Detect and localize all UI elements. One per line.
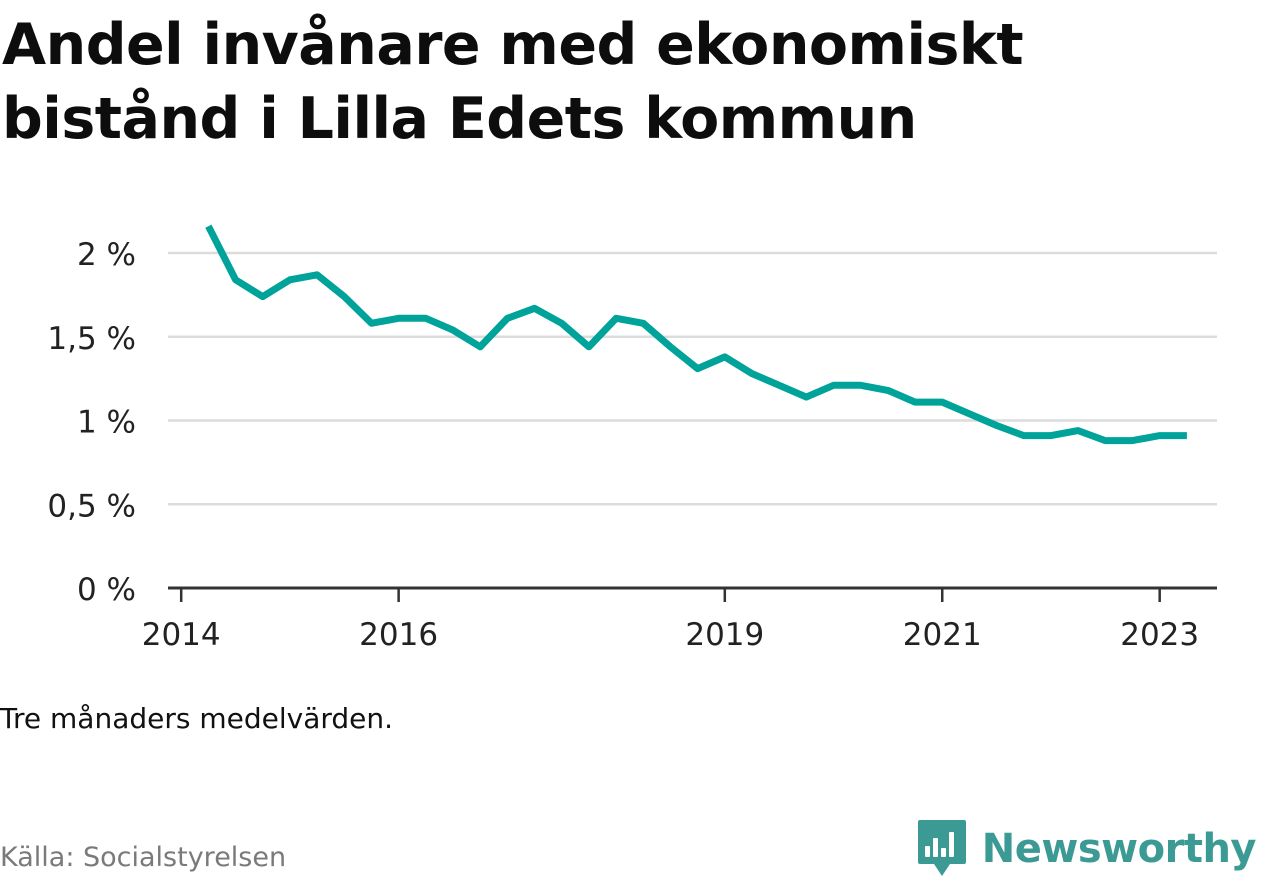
chart-note: Tre månaders medelvärden. [0,702,394,735]
series-layer [205,224,1187,445]
y-tick-label: 0 % [77,572,136,608]
y-axis-ticks: 0 % 0,5 % 1 % 1,5 % 2 % [47,237,136,608]
y-tick-label: 1,5 % [47,321,136,357]
line-chart: 0 % 0,5 % 1 % 1,5 % 2 % 2014 2016 2019 2021 2023 [47,224,1217,653]
brand-name: Newsworthy [981,826,1257,872]
series-line [205,224,1187,445]
y-tick-label: 2 % [77,237,136,273]
x-tick-label: 2014 [142,617,221,653]
x-tick-label: 2019 [685,617,764,653]
x-axis: 2014 2016 2019 2021 2023 [142,586,1217,653]
gridlines [168,251,1217,506]
source-label: Källa: Socialstyrelsen [0,842,287,873]
y-tick-label: 1 % [77,405,136,441]
y-tick-label: 0,5 % [47,488,136,524]
x-tick-label: 2021 [903,617,982,653]
x-tick-label: 2016 [359,617,438,653]
chart-title: Andel invånare med ekonomiskt bistånd i … [2,12,1024,152]
x-tick-label: 2023 [1120,617,1199,653]
newsworthy-logo-icon [917,820,966,876]
brand-logo[interactable]: Newsworthy [916,818,1257,880]
